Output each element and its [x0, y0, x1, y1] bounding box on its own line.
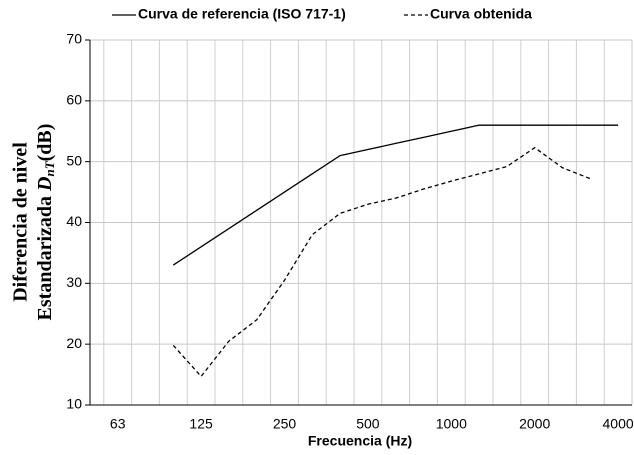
y-tick-label: 70: [66, 31, 82, 47]
y-tick-label: 30: [66, 274, 82, 290]
legend-label: Curva de referencia (ISO 717-1): [138, 6, 346, 22]
y-tick-label: 20: [66, 335, 82, 351]
y-label-text: Estandarizada: [34, 196, 56, 320]
x-tick-label: 2000: [519, 416, 550, 432]
y-tick-label: 60: [66, 92, 82, 108]
data-line: [172, 146, 591, 378]
y-axis-label-line2: Estandarizada DnT(dB): [34, 124, 57, 321]
legend-label: Curva obtenida: [430, 6, 532, 22]
y-tick-label: 40: [66, 213, 82, 229]
x-tick-label: 500: [356, 416, 380, 432]
x-axis-label: Frecuencia (Hz): [308, 433, 412, 449]
x-tick-label: 63: [110, 416, 126, 432]
y-tick-label: 10: [66, 396, 82, 412]
y-axis-label-line1: Diferencia de nivel: [10, 142, 32, 302]
x-tick-label: 4000: [603, 416, 634, 432]
x-tick-label: 125: [189, 416, 213, 432]
y-label-subscript: nT: [42, 160, 57, 176]
y-axis-label: Diferencia de nivel Estandarizada DnT(dB…: [10, 124, 57, 321]
y-label-symbol: D: [34, 177, 56, 192]
x-tick-label: 1000: [436, 416, 467, 432]
y-tick-label: 50: [66, 152, 82, 168]
x-tick-label: 250: [273, 416, 297, 432]
y-label-unit: (dB): [34, 124, 56, 162]
data-line: [172, 124, 619, 266]
